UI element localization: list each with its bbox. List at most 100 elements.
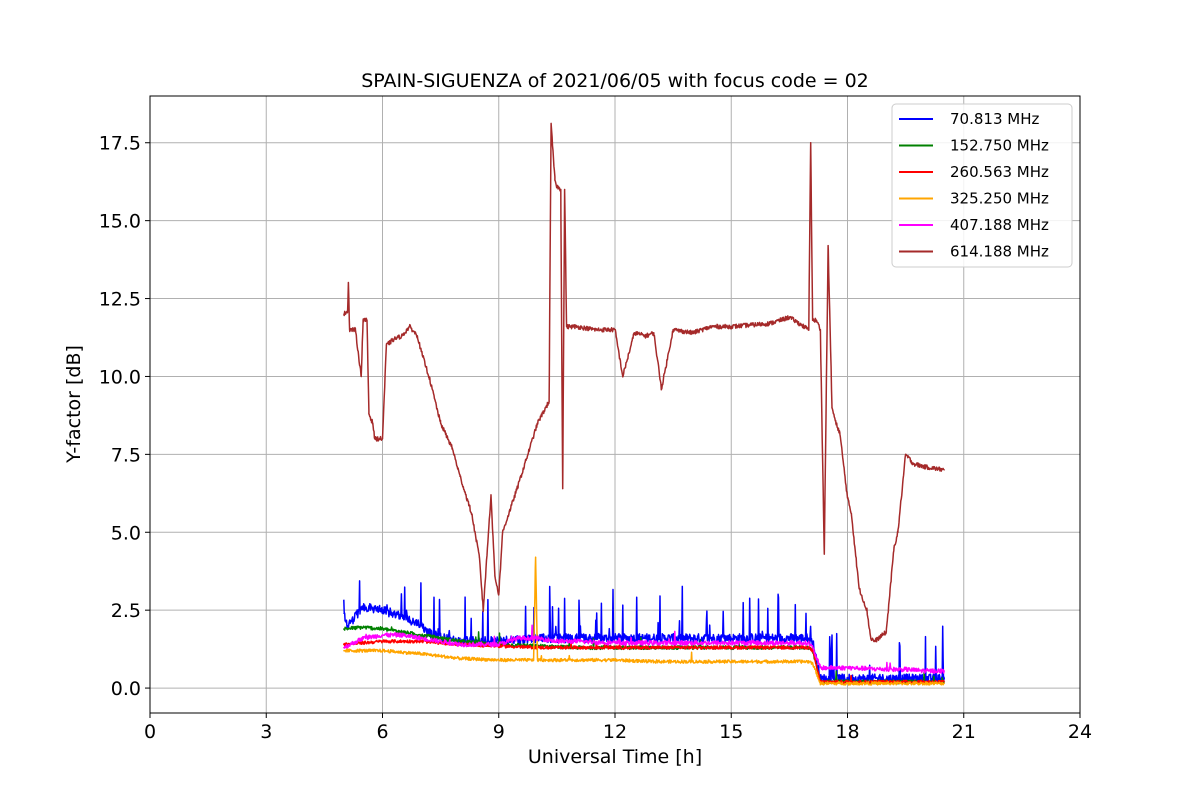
data-point	[893, 547, 895, 549]
data-point	[730, 326, 732, 328]
data-point	[943, 681, 946, 683]
data-point	[912, 463, 915, 465]
data-point	[808, 637, 810, 639]
series-line	[343, 556, 946, 686]
legend-label: 152.750 MHz	[950, 137, 1049, 155]
data-point	[548, 400, 550, 402]
data-point	[924, 670, 926, 672]
data-point	[575, 637, 577, 639]
series-path	[343, 625, 945, 685]
data-point	[459, 657, 461, 660]
x-tick-label: 12	[603, 721, 627, 743]
y-tick-label: 7.5	[111, 444, 141, 466]
data-point	[550, 123, 552, 125]
data-point	[812, 650, 814, 652]
legend-box	[891, 103, 1073, 268]
data-point	[812, 662, 814, 664]
data-point	[498, 594, 500, 596]
data-point	[428, 375, 430, 378]
data-point	[850, 513, 853, 515]
data-point	[556, 640, 558, 642]
data-point	[691, 647, 694, 649]
data-point	[874, 640, 876, 642]
data-point	[536, 659, 539, 661]
data-point	[372, 422, 374, 424]
data-point	[401, 634, 403, 636]
data-point	[401, 615, 403, 618]
y-tick-label: 5.0	[111, 522, 141, 544]
data-point	[808, 642, 810, 644]
legend-item: 614.188 MHz	[899, 243, 1049, 261]
data-point	[788, 316, 791, 318]
data-point	[482, 609, 484, 611]
data-point	[347, 310, 349, 312]
data-point	[343, 643, 345, 646]
data-point	[498, 659, 500, 661]
data-point	[533, 659, 535, 661]
data-point	[575, 326, 577, 328]
data-point	[564, 188, 566, 191]
data-point	[440, 422, 442, 424]
series-path	[343, 556, 945, 686]
data-point	[606, 329, 608, 331]
data-point	[730, 642, 732, 644]
y-tick-label: 10.0	[99, 366, 141, 388]
plot-lines	[343, 122, 946, 686]
legend: 70.813 MHz 152.750 MHz 260.563 MHz 325.250 …	[891, 103, 1073, 268]
y-axis-label: Y-factor [dB]	[63, 345, 85, 464]
legend-label: 407.188 MHz	[950, 216, 1049, 234]
data-point	[517, 637, 519, 639]
data-point	[858, 587, 860, 590]
y-tick-label: 0.0	[111, 678, 141, 700]
legend-item: 325.250 MHz	[899, 190, 1049, 208]
data-point	[846, 667, 849, 669]
data-point	[535, 556, 537, 558]
data-point	[385, 344, 387, 346]
data-point	[566, 326, 568, 328]
data-point	[343, 612, 345, 614]
data-point	[614, 659, 616, 661]
data-point	[924, 466, 926, 468]
data-point	[823, 553, 825, 555]
data-point	[498, 643, 500, 646]
data-point	[381, 609, 384, 611]
legend-item: 260.563 MHz	[899, 163, 1049, 181]
x-tick-label: 9	[493, 721, 505, 743]
data-point	[575, 647, 577, 649]
data-point	[451, 447, 453, 449]
data-point	[343, 650, 345, 652]
data-point	[360, 375, 362, 378]
data-point	[595, 329, 597, 331]
legend-label: 614.188 MHz	[950, 243, 1049, 261]
data-point	[812, 640, 814, 642]
data-point	[653, 647, 655, 649]
data-point	[362, 319, 364, 321]
data-point	[885, 668, 887, 671]
data-point	[815, 319, 818, 321]
x-axis-label: Universal Time [h]	[528, 746, 702, 768]
data-point	[866, 609, 868, 611]
series-line	[343, 580, 946, 685]
data-point	[691, 661, 694, 663]
data-point	[374, 438, 376, 440]
data-point	[536, 422, 539, 424]
data-point	[812, 319, 814, 321]
data-point	[343, 647, 345, 649]
data-point	[905, 453, 907, 455]
data-point	[347, 625, 349, 627]
series-path	[343, 624, 945, 674]
data-point	[368, 413, 370, 415]
axis-ticks: 0 3 6 9 12 15 18 21 24 0.0 2.5 5.0 7.5 10.0 12.5 15.0 17…	[99, 133, 1092, 743]
data-point	[711, 326, 713, 328]
data-point	[885, 631, 887, 633]
data-point	[362, 626, 364, 628]
data-point	[660, 388, 663, 390]
data-point	[846, 682, 849, 685]
data-point	[846, 497, 849, 499]
legend-item: 70.813 MHz	[899, 110, 1039, 128]
data-point	[769, 637, 771, 639]
data-point	[343, 628, 345, 630]
data-point	[614, 642, 616, 644]
chart-title: SPAIN-SIGUENZA of 2021/06/05 with focus …	[361, 70, 869, 92]
legend-item: 152.750 MHz	[899, 137, 1049, 155]
